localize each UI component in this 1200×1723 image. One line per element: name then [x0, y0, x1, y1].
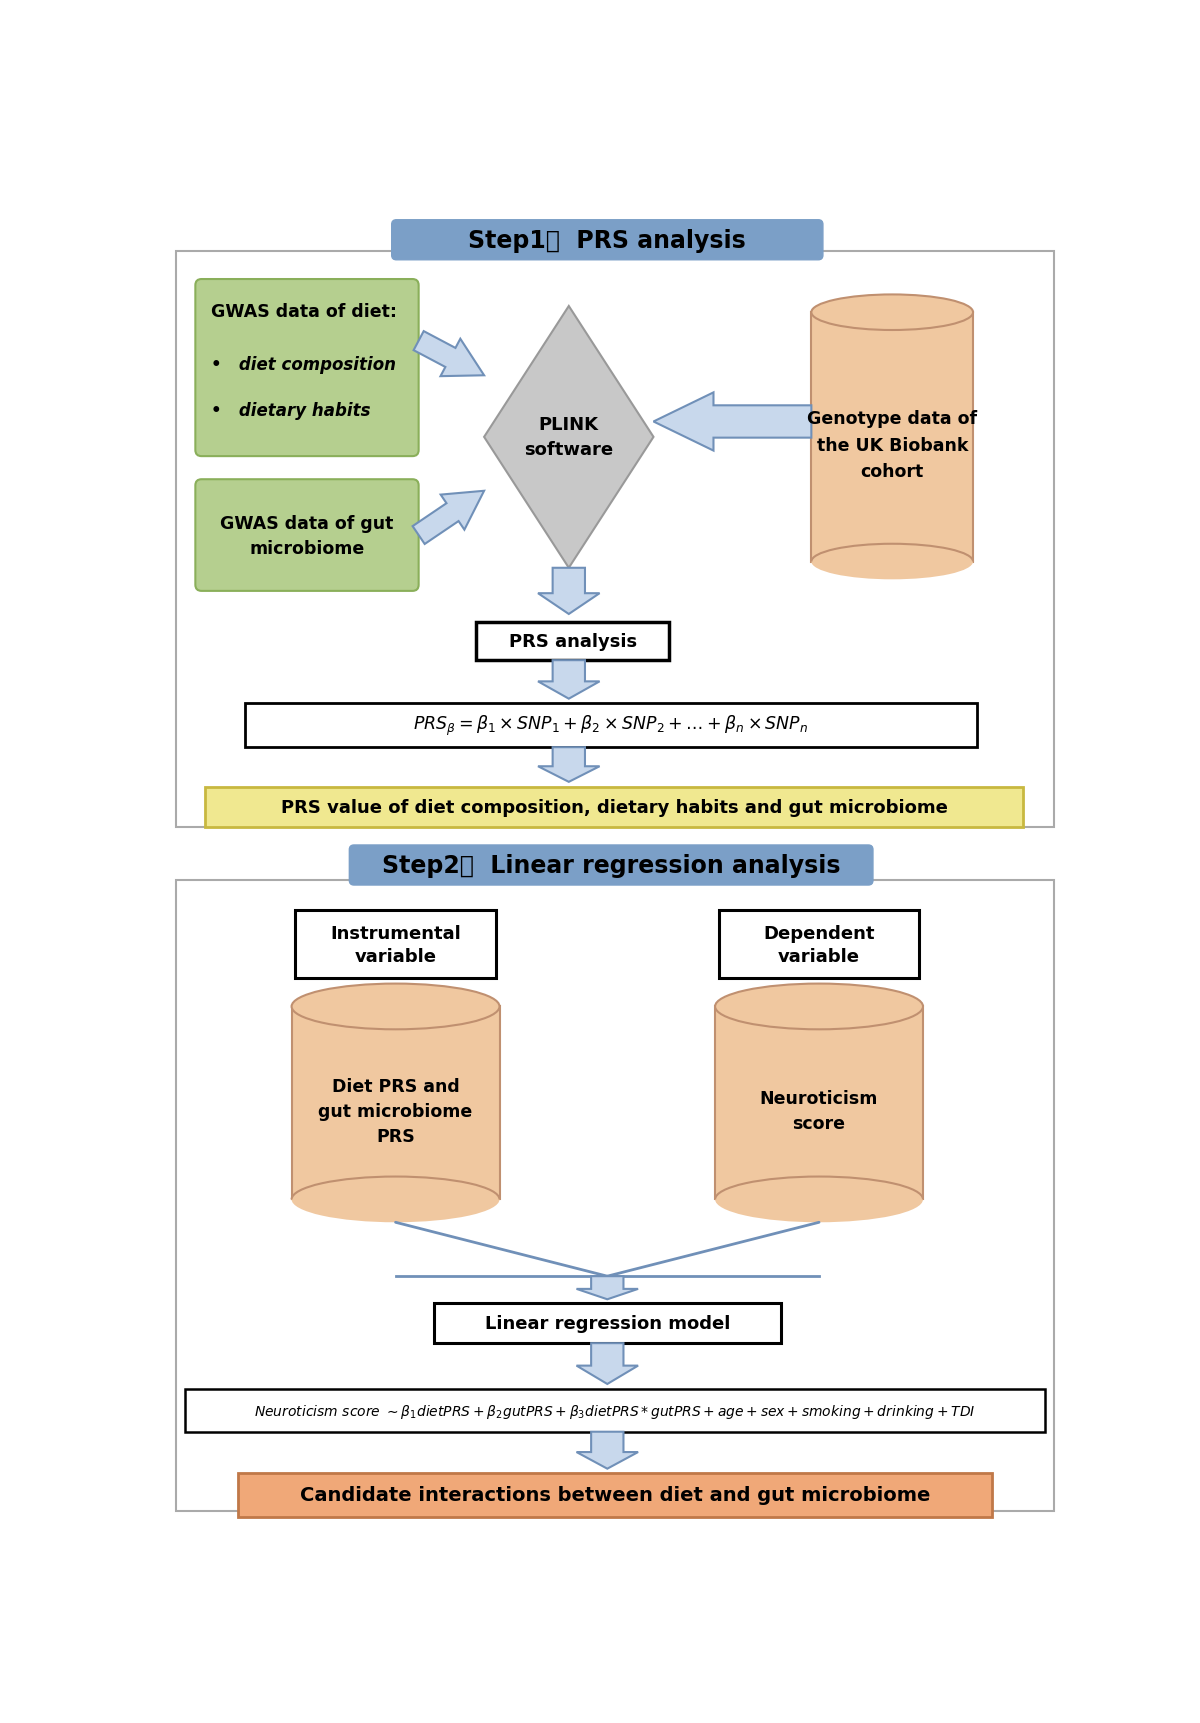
- Text: Genotype data of
the UK Biobank
cohort: Genotype data of the UK Biobank cohort: [808, 410, 977, 481]
- Polygon shape: [413, 491, 484, 544]
- Bar: [715, 1006, 923, 1199]
- Bar: [176, 880, 1054, 1511]
- Bar: [295, 911, 496, 979]
- Text: Step1：  PRS analysis: Step1： PRS analysis: [468, 229, 746, 253]
- Ellipse shape: [811, 544, 973, 581]
- Polygon shape: [414, 333, 484, 377]
- Text: Diet PRS and
gut microbiome
PRS: Diet PRS and gut microbiome PRS: [318, 1077, 473, 1146]
- Bar: [185, 1389, 1045, 1432]
- Polygon shape: [576, 1432, 638, 1468]
- Polygon shape: [654, 393, 811, 451]
- Ellipse shape: [715, 1177, 923, 1223]
- Text: $PRS_{\beta} = \beta_1 \times SNP_1 + \beta_2 \times SNP_2 + \ldots + \beta_n \t: $PRS_{\beta} = \beta_1 \times SNP_1 + \b…: [414, 713, 809, 737]
- Text: •   diet composition: • diet composition: [211, 355, 396, 374]
- Polygon shape: [576, 1277, 638, 1299]
- Text: Neuroticism
score: Neuroticism score: [760, 1089, 878, 1132]
- Ellipse shape: [292, 984, 499, 1030]
- Text: Candidate interactions between diet and gut microbiome: Candidate interactions between diet and …: [300, 1485, 930, 1504]
- Polygon shape: [538, 662, 600, 700]
- Ellipse shape: [811, 295, 973, 331]
- Polygon shape: [538, 748, 600, 782]
- Bar: [238, 1473, 992, 1518]
- Polygon shape: [576, 1344, 638, 1384]
- Text: PRS value of diet composition, dietary habits and gut microbiome: PRS value of diet composition, dietary h…: [281, 799, 948, 817]
- Bar: [205, 787, 1024, 827]
- Text: Dependent
variable: Dependent variable: [763, 924, 875, 965]
- Bar: [434, 1303, 780, 1344]
- FancyBboxPatch shape: [196, 481, 419, 591]
- Ellipse shape: [715, 984, 923, 1030]
- Bar: [719, 911, 919, 979]
- Text: •   dietary habits: • dietary habits: [211, 401, 371, 420]
- Bar: [176, 252, 1054, 827]
- FancyBboxPatch shape: [196, 279, 419, 457]
- Bar: [292, 1006, 499, 1199]
- Text: GWAS data of diet:: GWAS data of diet:: [211, 303, 397, 320]
- Ellipse shape: [292, 1177, 499, 1223]
- Text: Step2：  Linear regression analysis: Step2： Linear regression analysis: [382, 853, 840, 877]
- FancyBboxPatch shape: [349, 846, 872, 886]
- Bar: [476, 622, 668, 662]
- Polygon shape: [484, 307, 654, 569]
- Text: PLINK
software: PLINK software: [524, 417, 613, 458]
- Bar: [246, 703, 977, 748]
- Bar: [811, 314, 973, 562]
- Text: PRS analysis: PRS analysis: [509, 632, 637, 651]
- Text: GWAS data of gut
microbiome: GWAS data of gut microbiome: [221, 513, 394, 557]
- FancyBboxPatch shape: [391, 221, 823, 260]
- Text: Linear regression model: Linear regression model: [485, 1315, 730, 1332]
- Text: Instrumental
variable: Instrumental variable: [330, 924, 461, 965]
- Polygon shape: [538, 569, 600, 615]
- Text: $Neuroticism$ score $\sim \beta_1 dietPRS + \beta_2 gutPRS + \beta_3 dietPRS * g: $Neuroticism$ score $\sim \beta_1 dietPR…: [254, 1403, 976, 1420]
